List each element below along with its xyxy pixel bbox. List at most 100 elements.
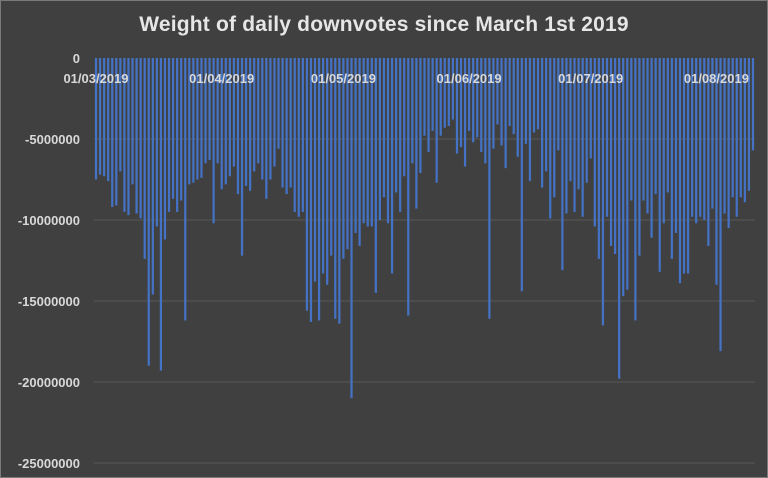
bar xyxy=(626,58,629,290)
bar xyxy=(411,58,414,164)
bar xyxy=(176,58,179,212)
bar xyxy=(171,58,175,199)
bar xyxy=(273,58,276,167)
bar xyxy=(577,58,580,190)
bar xyxy=(516,58,519,157)
bar xyxy=(451,58,454,120)
bar xyxy=(455,58,459,154)
bar xyxy=(463,58,467,167)
bar xyxy=(553,58,556,198)
bar xyxy=(151,58,154,295)
bar xyxy=(163,58,167,240)
y-axis-ticks: 0 -5000000 -10000000 -15000000 -20000000 -250… xyxy=(18,51,80,471)
bar xyxy=(208,58,211,161)
bar xyxy=(723,58,726,214)
bar xyxy=(435,58,438,183)
bar xyxy=(630,58,633,201)
bar xyxy=(297,58,300,217)
bar xyxy=(338,58,341,324)
bar xyxy=(622,58,625,297)
bar xyxy=(212,58,215,224)
bar xyxy=(257,58,260,164)
bar xyxy=(277,58,280,149)
bar xyxy=(459,58,463,148)
bar xyxy=(609,58,613,246)
bar xyxy=(374,58,377,293)
bar xyxy=(682,58,686,274)
bar xyxy=(111,58,114,208)
bar xyxy=(103,58,106,177)
bar xyxy=(127,58,130,216)
bar xyxy=(532,58,536,133)
bar xyxy=(642,58,645,201)
bar xyxy=(224,58,227,185)
y-tick-label: -20000000 xyxy=(18,375,80,390)
bar xyxy=(646,58,649,214)
bar xyxy=(415,58,418,209)
bar xyxy=(289,58,292,188)
bar xyxy=(427,58,430,152)
bar xyxy=(313,58,317,282)
bar xyxy=(747,58,751,191)
bar xyxy=(569,58,572,182)
bar xyxy=(496,58,499,125)
bar xyxy=(362,58,365,224)
bar xyxy=(309,58,313,323)
bar xyxy=(711,58,714,209)
x-tick-label: 01/08/2019 xyxy=(684,71,749,86)
bar xyxy=(399,58,402,212)
bar xyxy=(192,58,195,183)
bar xyxy=(691,58,694,217)
bar xyxy=(545,58,548,172)
bar xyxy=(605,58,609,217)
bar xyxy=(244,58,248,186)
bar xyxy=(281,58,284,188)
bar xyxy=(139,58,142,219)
x-tick-label: 01/03/2019 xyxy=(63,71,128,86)
bar xyxy=(342,58,345,259)
bar xyxy=(549,58,552,219)
bar xyxy=(492,58,495,149)
bar xyxy=(370,58,373,227)
bar xyxy=(159,58,163,371)
bar xyxy=(735,58,738,217)
bar xyxy=(439,58,442,136)
bar xyxy=(204,58,207,164)
bar xyxy=(654,58,657,195)
bar xyxy=(115,58,118,206)
bar xyxy=(334,58,337,319)
x-tick-label: 01/06/2019 xyxy=(437,71,502,86)
bar xyxy=(220,58,223,190)
bar xyxy=(557,58,560,151)
bar xyxy=(143,58,146,259)
bar xyxy=(528,58,532,182)
bar xyxy=(613,58,617,255)
bar xyxy=(561,58,564,271)
bar xyxy=(378,58,382,220)
bar xyxy=(123,58,126,212)
bar xyxy=(678,58,682,284)
x-tick-label: 01/07/2019 xyxy=(558,71,623,86)
y-tick-label: 0 xyxy=(73,51,80,66)
bar xyxy=(520,58,523,292)
bar xyxy=(228,58,231,177)
bar xyxy=(467,58,471,131)
bar xyxy=(403,58,406,177)
bar xyxy=(581,58,584,217)
bar xyxy=(536,58,540,130)
bar xyxy=(188,58,191,185)
bar xyxy=(419,58,422,174)
bar xyxy=(350,58,353,399)
x-tick-label: 01/04/2019 xyxy=(189,71,254,86)
bar xyxy=(719,58,722,352)
bar xyxy=(597,58,600,259)
bar xyxy=(500,58,503,146)
bar xyxy=(358,58,361,246)
bar xyxy=(573,58,576,212)
bars xyxy=(94,58,755,399)
bar xyxy=(727,58,730,229)
bar xyxy=(650,58,653,238)
bar xyxy=(94,58,98,180)
bar xyxy=(382,58,386,198)
bar xyxy=(167,58,171,212)
